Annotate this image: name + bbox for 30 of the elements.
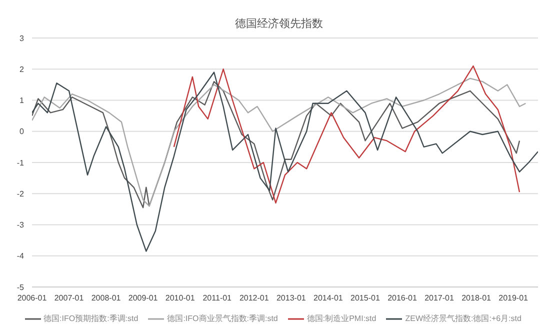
y-tick-label: -5 [16, 282, 25, 292]
x-tick-label: 2015-01 [350, 294, 380, 303]
x-tick-label: 2010-01 [165, 294, 196, 303]
x-tick-label: 2013-01 [276, 294, 306, 303]
x-tick-label: 2017-01 [424, 294, 454, 303]
line-series [173, 65, 520, 204]
x-tick-label: 2018-01 [462, 294, 492, 303]
x-tick-label: 2016-01 [388, 294, 418, 303]
y-tick-label: -3 [16, 220, 25, 230]
x-tick-label: 2019-01 [498, 294, 529, 303]
y-tick-label: 1 [20, 96, 25, 106]
chart-title: 德国经济领先指数 [234, 16, 324, 32]
y-tick-label: 0 [20, 127, 25, 136]
y-tick-label: 3 [20, 34, 25, 43]
y-tick-label: -4 [16, 252, 25, 261]
x-tick-label: 2009-01 [128, 294, 158, 303]
legend-label: 德国:IFO商业景气指数:季调:std [167, 313, 278, 324]
x-tick-label: 2008-01 [91, 294, 122, 303]
line-series [32, 72, 538, 252]
x-tick-label: 2014-01 [314, 294, 344, 303]
legend-label: 德国:IFO预期指数:季调:std [44, 313, 138, 324]
x-tick-label: 2012-01 [239, 294, 270, 303]
legend-label: ZEW经济景气指数:德国:+6月:std [405, 313, 522, 324]
y-tick-label: -2 [16, 189, 25, 198]
y-tick-label: -1 [16, 158, 25, 168]
x-tick-label: 2006-01 [17, 294, 48, 303]
y-tick-label: 2 [20, 64, 25, 74]
legend-label: 德国:制造业PMI:std [306, 313, 376, 324]
x-tick-label: 2007-01 [54, 294, 84, 303]
x-tick-label: 2011-01 [202, 294, 232, 303]
